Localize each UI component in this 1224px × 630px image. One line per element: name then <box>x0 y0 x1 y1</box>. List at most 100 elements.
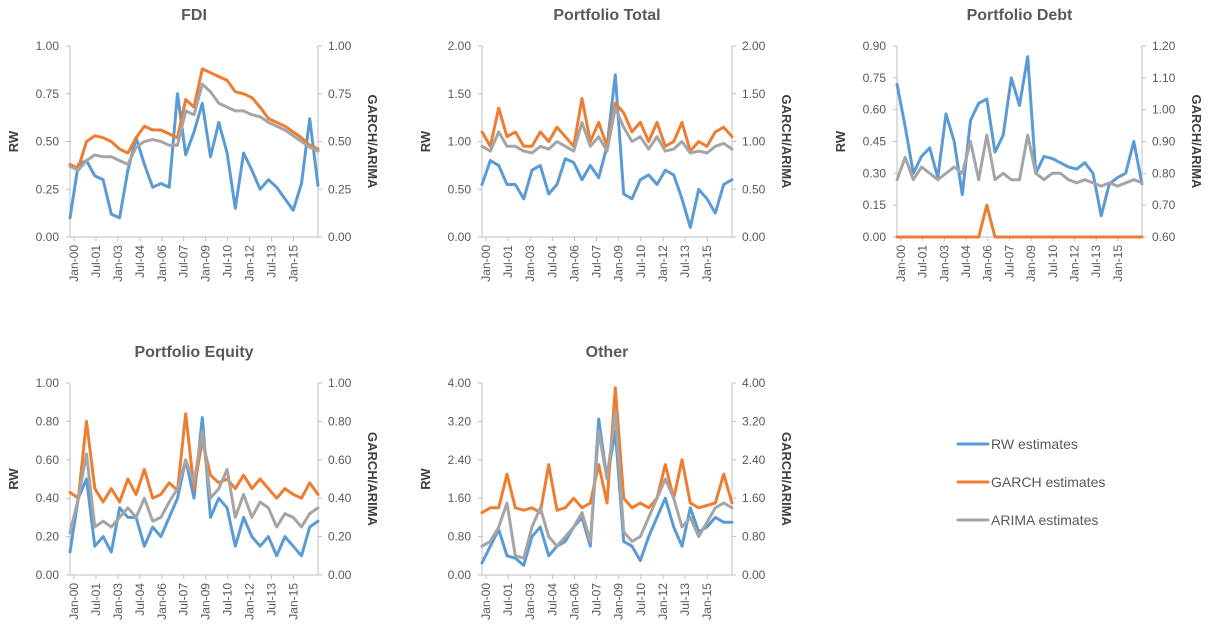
x-tick-label: Jan-12 <box>243 583 257 620</box>
y2-tick-label: 0.00 <box>742 230 766 244</box>
x-tick-label: Jul-04 <box>959 245 973 278</box>
y2-tick-label: 0.60 <box>328 453 352 467</box>
chart-title: Other <box>586 344 629 361</box>
y2-tick-label: 1.50 <box>742 87 766 101</box>
y-tick-label: 0.30 <box>863 166 887 180</box>
x-tick-label: Jan-06 <box>567 583 581 620</box>
y2-axis-label: GARCH/ARIMA <box>1189 95 1204 189</box>
x-tick-label: Jan-06 <box>981 245 995 282</box>
chart-panels: FDI 0.00 0.25 0.50 0.75 1.00 0.00 0.25 0.50 0.75 1… <box>6 7 1204 620</box>
series-line-arima <box>68 82 320 172</box>
x-tick-label: Jul-01 <box>89 583 103 616</box>
y-axis-label: RW <box>833 130 848 152</box>
y2-tick-label: 0.00 <box>742 568 766 582</box>
series-line-rw <box>895 55 1144 218</box>
legend-label: GARCH estimates <box>991 474 1105 490</box>
y2-tick-label: 0.90 <box>1152 135 1176 149</box>
y-axis-label: RW <box>418 130 433 152</box>
y-tick-label: 0.80 <box>36 414 60 428</box>
x-tick-label: Jan-03 <box>111 245 125 282</box>
y-tick-label: 0.20 <box>36 530 60 544</box>
y-tick-label: 1.00 <box>36 39 60 53</box>
series-line-garch <box>480 386 734 515</box>
x-tick-label: Jan-15 <box>1111 245 1125 282</box>
x-tick-label: Jul-13 <box>265 245 279 278</box>
x-tick-label: Jul-07 <box>590 245 604 278</box>
x-tick-label: Jan-06 <box>155 583 169 620</box>
x-tick-label: Jul-10 <box>221 583 235 616</box>
y2-tick-label: 0.80 <box>1152 166 1176 180</box>
x-tick-label: Jan-00 <box>894 245 908 282</box>
x-tick-label: Jul-10 <box>634 583 648 616</box>
x-tick-label: Jul-13 <box>678 245 692 278</box>
x-tick-label: Jan-12 <box>1067 245 1081 282</box>
y2-axis-label: GARCH/ARIMA <box>779 432 794 526</box>
x-tick-label: Jan-09 <box>612 583 626 620</box>
y2-tick-label: 0.80 <box>742 530 766 544</box>
y-axis-label: RW <box>6 130 21 152</box>
series-line-garch <box>895 203 1144 239</box>
x-tick-label: Jan-00 <box>479 245 493 282</box>
chart-panel: Portfolio Debt 0.00 0.15 0.30 0.45 0.60 0.75 0.… <box>833 7 1204 282</box>
y2-tick-label: 1.60 <box>742 491 766 505</box>
y2-tick-label: 1.00 <box>328 376 352 390</box>
x-tick-label: Jan-15 <box>286 245 300 282</box>
x-tick-label: Jul-04 <box>545 583 559 616</box>
legend-item-rw: RW estimates <box>956 436 1078 452</box>
y2-tick-label: 2.00 <box>742 39 766 53</box>
y2-tick-label: 1.00 <box>1152 103 1176 117</box>
series-line-arima <box>68 429 320 535</box>
x-tick-label: Jan-00 <box>67 245 81 282</box>
x-tick-label: Jan-00 <box>67 583 81 620</box>
y2-tick-label: 0.20 <box>328 530 352 544</box>
x-tick-label: Jan-12 <box>656 583 670 620</box>
y2-axis-label: GARCH/ARIMA <box>365 432 380 526</box>
y2-tick-label: 0.80 <box>328 414 352 428</box>
y-tick-label: 0.80 <box>448 530 472 544</box>
y-tick-label: 0.00 <box>36 568 60 582</box>
x-tick-label: Jul-07 <box>1002 245 1016 278</box>
x-tick-label: Jul-01 <box>501 245 515 278</box>
y2-tick-label: 1.00 <box>328 39 352 53</box>
y-tick-label: 0.75 <box>863 71 887 85</box>
y2-tick-label: 1.00 <box>742 135 766 149</box>
x-tick-label: Jan-03 <box>523 583 537 620</box>
y2-tick-label: 1.20 <box>1152 39 1176 53</box>
y-tick-label: 0.25 <box>36 182 60 196</box>
x-tick-label: Jan-06 <box>155 245 169 282</box>
x-tick-label: Jul-01 <box>89 245 103 278</box>
series-line-garch <box>68 412 320 504</box>
legend-label: ARIMA estimates <box>991 512 1098 528</box>
y2-tick-label: 0.50 <box>328 135 352 149</box>
x-tick-label: Jul-13 <box>678 583 692 616</box>
y-tick-label: 0.60 <box>36 453 60 467</box>
y2-tick-label: 0.00 <box>328 230 352 244</box>
x-tick-label: Jul-01 <box>501 583 515 616</box>
series-line-garch <box>68 67 320 170</box>
y2-tick-label: 0.40 <box>328 491 352 505</box>
x-tick-label: Jan-12 <box>656 245 670 282</box>
y2-tick-label: 0.00 <box>328 568 352 582</box>
x-tick-label: Jan-15 <box>286 583 300 620</box>
x-tick-label: Jan-12 <box>243 245 257 282</box>
y2-tick-label: 0.50 <box>742 182 766 196</box>
y2-tick-label: 0.25 <box>328 182 352 196</box>
y2-tick-label: 0.70 <box>1152 198 1176 212</box>
x-tick-label: Jan-15 <box>700 245 714 282</box>
x-tick-label: Jul-04 <box>133 583 147 616</box>
legend-item-garch: GARCH estimates <box>956 474 1105 490</box>
y-tick-label: 0.00 <box>448 230 472 244</box>
y-tick-label: 0.50 <box>36 135 60 149</box>
chart-panel: FDI 0.00 0.25 0.50 0.75 1.00 0.00 0.25 0.50 0.75 1… <box>6 7 380 282</box>
x-tick-label: Jul-04 <box>545 245 559 278</box>
y-tick-label: 0.60 <box>863 103 887 117</box>
chart-panel: Portfolio Total 0.00 0.50 1.00 1.50 2.00 0.00 0… <box>418 7 794 282</box>
x-tick-label: Jul-07 <box>177 245 191 278</box>
y-tick-label: 0.00 <box>448 568 472 582</box>
x-tick-label: Jul-10 <box>221 245 235 278</box>
y-tick-label: 0.45 <box>863 135 887 149</box>
y-tick-label: 2.40 <box>448 453 472 467</box>
x-tick-label: Jan-06 <box>567 245 581 282</box>
x-tick-label: Jan-00 <box>479 583 493 620</box>
